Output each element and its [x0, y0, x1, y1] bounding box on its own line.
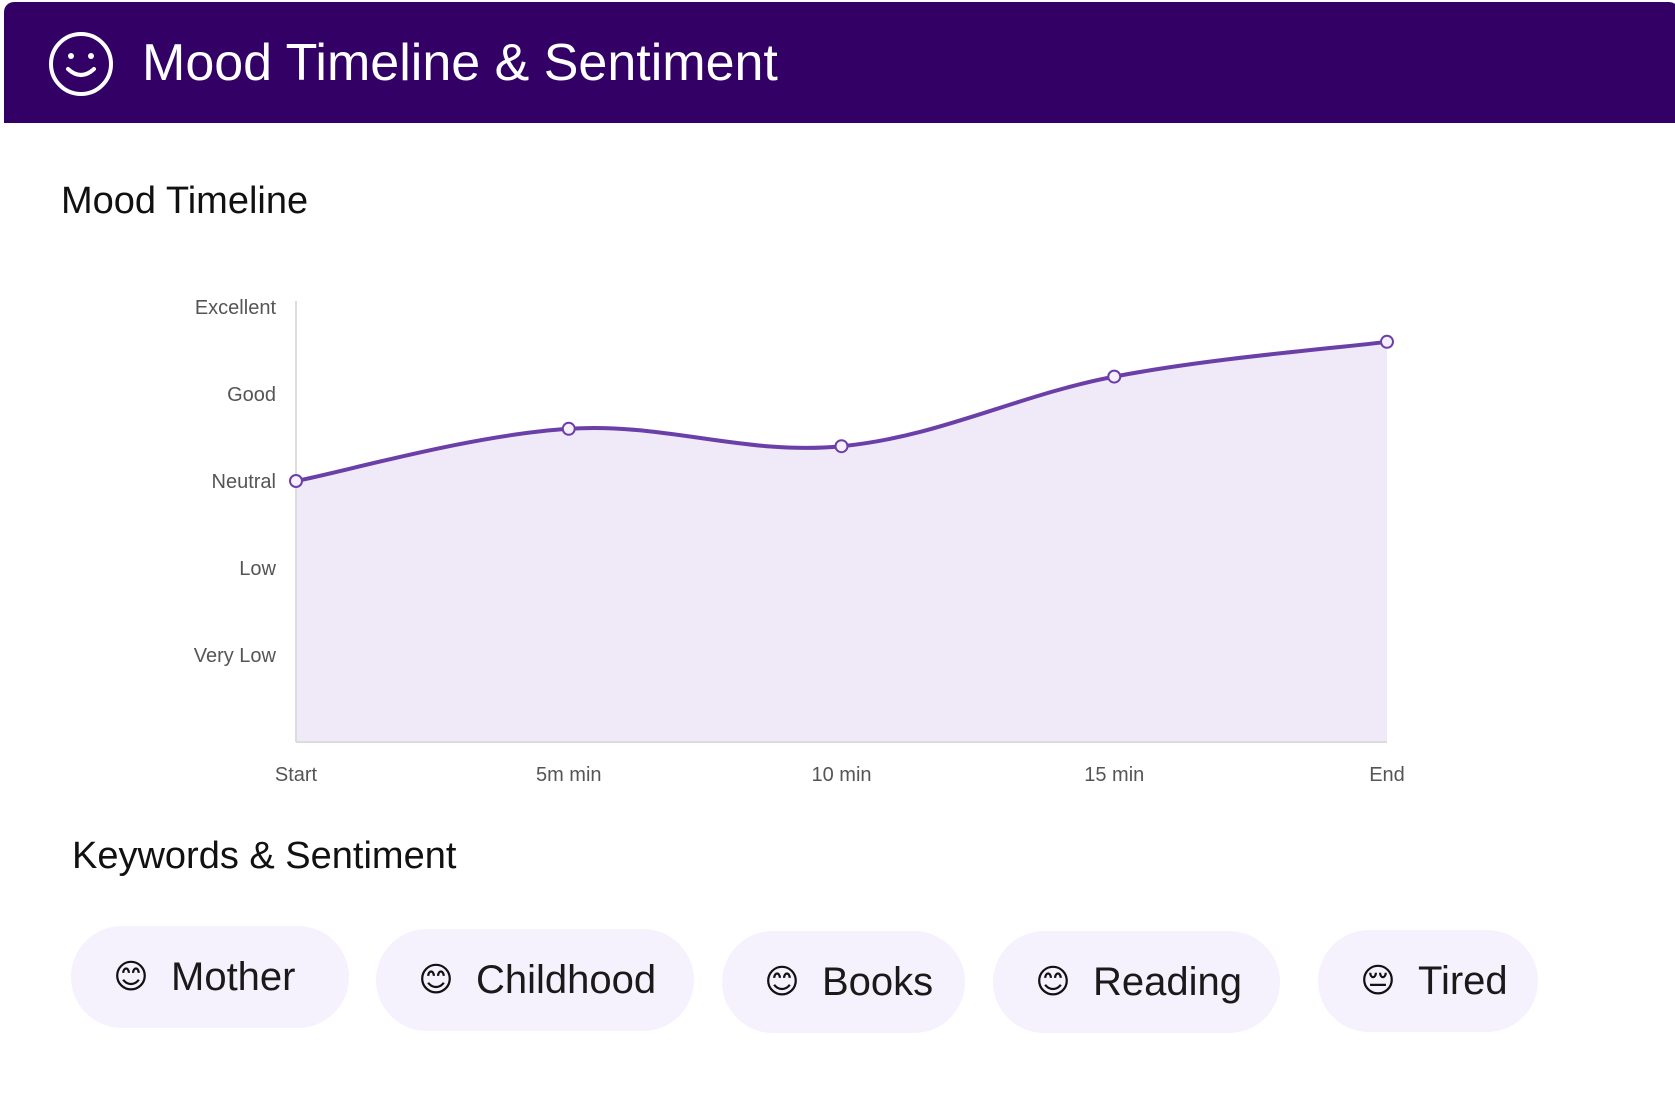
x-tick-label: End	[1369, 764, 1405, 786]
keyword-chip[interactable]: 😔 Tired	[1318, 930, 1538, 1032]
smiling-face-icon: 😊	[113, 957, 149, 997]
keyword-label: Childhood	[476, 957, 657, 1002]
y-tick-label: Low	[239, 558, 276, 580]
data-point	[289, 474, 303, 488]
smiling-face-icon: 😊	[764, 962, 800, 1002]
keyword-label: Reading	[1093, 959, 1243, 1004]
mood-timeline-heading: Mood Timeline	[61, 180, 309, 222]
keyword-label: Mother	[171, 954, 296, 999]
y-tick-label: Neutral	[212, 471, 276, 493]
smiling-face-icon: 😊	[418, 960, 454, 1000]
data-point	[834, 439, 849, 454]
data-point	[561, 421, 576, 436]
y-tick-label: Good	[227, 384, 276, 406]
x-tick-label: 5m min	[536, 764, 602, 786]
keyword-chip[interactable]: 😊 Mother	[71, 926, 349, 1028]
y-tick-label: Excellent	[195, 297, 277, 319]
area-fill	[296, 341, 1387, 742]
keyword-label: Books	[822, 959, 934, 1004]
keyword-label: Tired	[1418, 958, 1508, 1003]
keyword-chip[interactable]: 😊 Childhood	[376, 929, 694, 1031]
x-tick-label: Start	[275, 764, 318, 786]
keyword-chip[interactable]: 😊 Reading	[993, 931, 1280, 1033]
header-bar: Mood Timeline & Sentiment	[4, 2, 1675, 123]
smiling-face-icon: 😊	[1035, 962, 1071, 1002]
pensive-face-icon: 😔	[1360, 961, 1396, 1001]
y-tick-label: Very Low	[194, 645, 277, 667]
page-title: Mood Timeline & Sentiment	[142, 34, 778, 92]
x-tick-label: 15 min	[1084, 764, 1144, 786]
smiley-icon	[49, 32, 113, 96]
data-point	[1107, 369, 1122, 384]
keywords-heading: Keywords & Sentiment	[72, 835, 457, 877]
keyword-chip[interactable]: 😊 Books	[722, 931, 965, 1033]
data-point	[1380, 334, 1394, 349]
mood-timeline-chart: Very Low Low Neutral Good Excellent Start 5m m…	[194, 297, 1405, 786]
x-tick-label: 10 min	[811, 764, 871, 786]
